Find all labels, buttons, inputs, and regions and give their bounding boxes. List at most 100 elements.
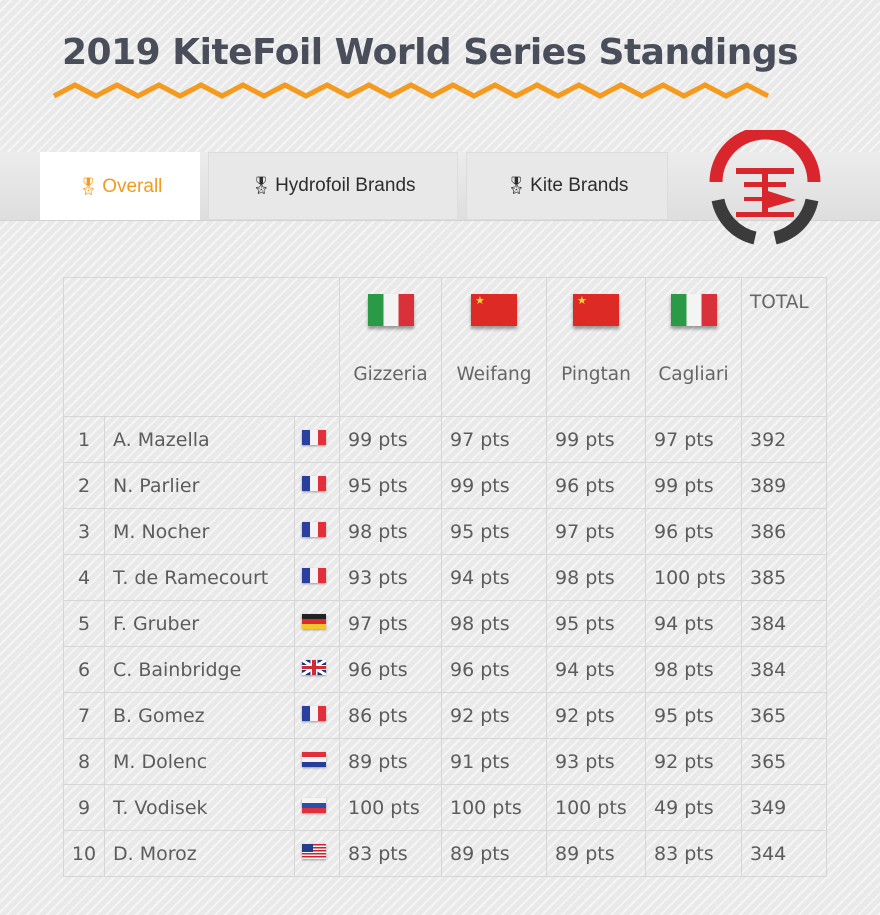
- tab-bar: 🎖 Overall 🎖 Hydrofoil Brands 🎖 Kite Bran…: [0, 152, 880, 221]
- france-flag-icon: [302, 430, 326, 445]
- rank-cell: 4: [63, 554, 105, 601]
- total-cell: 392: [741, 416, 827, 463]
- score-cell: 93 pts: [339, 554, 442, 601]
- score-cell: 94 pts: [645, 600, 742, 647]
- nationality-flag-cell: [294, 738, 340, 785]
- venue-header: Cagliari: [645, 277, 742, 417]
- rank-cell: 3: [63, 508, 105, 555]
- score-cell: 95 pts: [546, 600, 646, 647]
- score-cell: 99 pts: [441, 462, 547, 509]
- tab-overall[interactable]: 🎖 Overall: [40, 152, 200, 220]
- nationality-flag-cell: [294, 646, 340, 693]
- nationality-flag-cell: [294, 508, 340, 555]
- rank-cell: 9: [63, 784, 105, 831]
- standings-table: Gizzeria ★ Weifang ★ Pingtan Cagliari TO…: [63, 277, 827, 877]
- venue-header: ★ Weifang: [441, 277, 547, 417]
- venue-name: Weifang: [456, 364, 532, 385]
- score-cell: 99 pts: [645, 462, 742, 509]
- tab-label: Overall: [102, 175, 163, 197]
- total-header: TOTAL: [741, 277, 827, 417]
- rank-cell: 7: [63, 692, 105, 739]
- table-row: 5 F. Gruber 97 pts 98 pts 95 pts 94 pts 384: [63, 600, 827, 647]
- total-cell: 365: [741, 738, 827, 785]
- score-cell: 97 pts: [546, 508, 646, 555]
- tab-hydrofoil-brands[interactable]: 🎖 Hydrofoil Brands: [208, 152, 458, 219]
- nationality-flag-cell: [294, 692, 340, 739]
- venue-header: ★ Pingtan: [546, 277, 646, 417]
- score-cell: 83 pts: [645, 830, 742, 877]
- score-cell: 86 pts: [339, 692, 442, 739]
- score-cell: 91 pts: [441, 738, 547, 785]
- rank-cell: 6: [63, 646, 105, 693]
- nationality-flag-cell: [294, 600, 340, 647]
- rank-cell: 2: [63, 462, 105, 509]
- table-row: 9 T. Vodisek 100 pts 100 pts 100 pts 49 pts 34…: [63, 784, 827, 831]
- zigzag-divider: [52, 82, 770, 99]
- score-cell: 96 pts: [645, 508, 742, 555]
- rank-cell: 8: [63, 738, 105, 785]
- nationality-flag-cell: [294, 784, 340, 831]
- score-cell: 95 pts: [339, 462, 442, 509]
- france-flag-icon: [302, 476, 326, 491]
- score-cell: 98 pts: [441, 600, 547, 647]
- score-cell: 100 pts: [339, 784, 442, 831]
- venue-name: Pingtan: [561, 364, 631, 385]
- score-cell: 97 pts: [339, 600, 442, 647]
- tab-kite-brands[interactable]: 🎖 Kite Brands: [466, 152, 668, 219]
- score-cell: 96 pts: [441, 646, 547, 693]
- medal-icon: 🎖: [77, 176, 100, 196]
- score-cell: 89 pts: [546, 830, 646, 877]
- score-cell: 93 pts: [546, 738, 646, 785]
- total-cell: 365: [741, 692, 827, 739]
- nationality-flag-cell: [294, 462, 340, 509]
- france-flag-icon: [302, 522, 326, 537]
- score-cell: 92 pts: [546, 692, 646, 739]
- athlete-name: B. Gomez: [104, 692, 295, 739]
- medal-icon: 🎖: [505, 176, 528, 195]
- score-cell: 99 pts: [546, 416, 646, 463]
- header-blank: [63, 277, 340, 417]
- athlete-name: F. Gruber: [104, 600, 295, 647]
- table-row: 3 M. Nocher 98 pts 95 pts 97 pts 96 pts 386: [63, 508, 827, 555]
- athlete-name: T. Vodisek: [104, 784, 295, 831]
- tab-label: Kite Brands: [530, 175, 629, 196]
- score-cell: 95 pts: [645, 692, 742, 739]
- france-flag-icon: [302, 706, 326, 721]
- athlete-name: M. Nocher: [104, 508, 295, 555]
- total-cell: 384: [741, 600, 827, 647]
- score-cell: 95 pts: [441, 508, 547, 555]
- total-cell: 385: [741, 554, 827, 601]
- nationality-flag-cell: [294, 416, 340, 463]
- nationality-flag-cell: [294, 830, 340, 877]
- athlete-name: A. Mazella: [104, 416, 295, 463]
- italy-flag-icon: [367, 294, 414, 326]
- germany-flag-icon: [302, 614, 326, 629]
- athlete-name: N. Parlier: [104, 462, 295, 509]
- table-row: 8 M. Dolenc 89 pts 91 pts 93 pts 92 pts 365: [63, 738, 827, 785]
- score-cell: 99 pts: [339, 416, 442, 463]
- ikf-logo-icon: [709, 130, 821, 245]
- score-cell: 98 pts: [645, 646, 742, 693]
- page-title: 2019 KiteFoil World Series Standings: [62, 32, 799, 73]
- score-cell: 96 pts: [546, 462, 646, 509]
- tab-label: Hydrofoil Brands: [275, 175, 416, 196]
- score-cell: 97 pts: [441, 416, 547, 463]
- china-flag-icon: ★: [573, 294, 619, 326]
- score-cell: 100 pts: [441, 784, 547, 831]
- table-row: 6 C. Bainbridge 96 pts 96 pts 94 pts 98 pts 38…: [63, 646, 827, 693]
- uk-flag-icon: [302, 660, 326, 675]
- score-cell: 83 pts: [339, 830, 442, 877]
- rank-cell: 10: [63, 830, 105, 877]
- score-cell: 100 pts: [546, 784, 646, 831]
- score-cell: 98 pts: [339, 508, 442, 555]
- score-cell: 98 pts: [546, 554, 646, 601]
- table-row: 7 B. Gomez 86 pts 92 pts 92 pts 95 pts 365: [63, 692, 827, 739]
- total-cell: 389: [741, 462, 827, 509]
- usa-flag-icon: [302, 844, 326, 859]
- athlete-name: T. de Ramecourt: [104, 554, 295, 601]
- athlete-name: C. Bainbridge: [104, 646, 295, 693]
- score-cell: 92 pts: [441, 692, 547, 739]
- table-row: 10 D. Moroz 83 pts 89 pts 89 pts 83 pts 344: [63, 830, 827, 877]
- score-cell: 89 pts: [441, 830, 547, 877]
- athlete-name: M. Dolenc: [104, 738, 295, 785]
